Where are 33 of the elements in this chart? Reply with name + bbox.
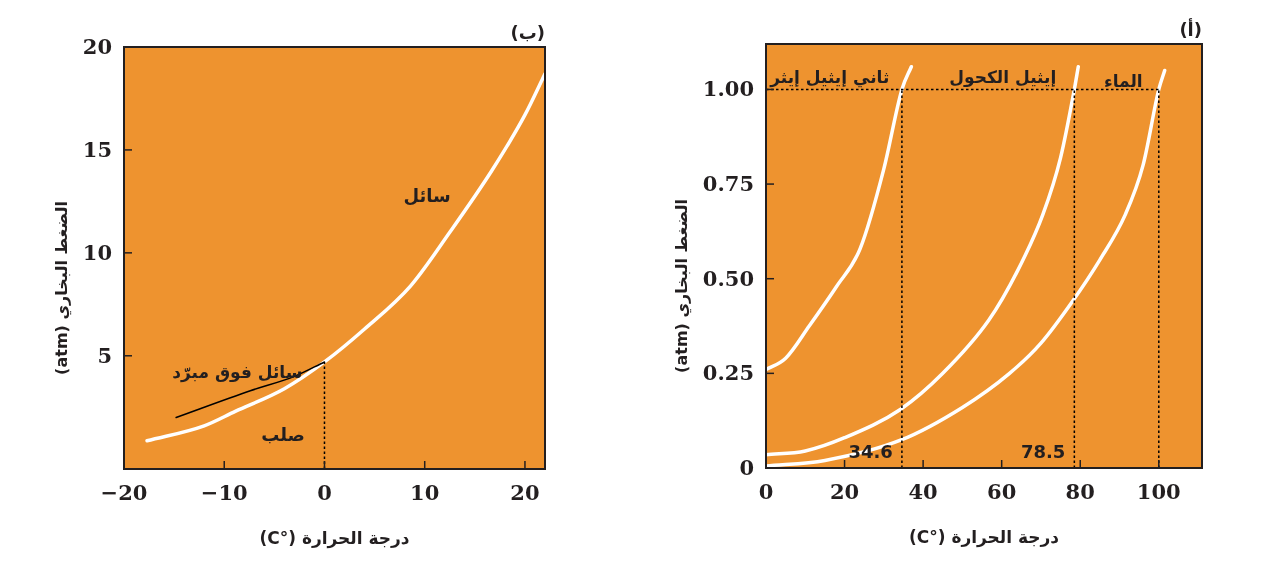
y-axis-title: الضغط البخاري (atm) (51, 201, 72, 375)
x-tick-label: 0 (758, 479, 774, 504)
y-tick-label: 5 (97, 342, 112, 368)
x-tick-label: 20 (829, 479, 860, 504)
series-label: إيثيل الكحول (949, 66, 1057, 88)
annotation: 78.5 (1020, 441, 1066, 462)
x-tick-label: 60 (987, 479, 1017, 504)
x-tick-label: −10 (200, 480, 248, 505)
x-tick-label: 0 (317, 480, 332, 505)
x-tick-label: 10 (410, 480, 440, 505)
y-tick-label: 20 (82, 34, 112, 59)
y-tick-label: 15 (82, 136, 112, 162)
y-tick-label: 1.00 (702, 76, 754, 102)
chart-title: (ب) (510, 22, 545, 43)
chart-title: (أ) (1179, 18, 1202, 40)
x-tick-label: 100 (1136, 479, 1181, 504)
x-tick-label: 20 (510, 480, 540, 505)
series-label: الماء (1104, 70, 1143, 91)
annotation: سائل (403, 184, 451, 206)
y-axis-title: الضغط البخاري (atm) (671, 199, 692, 373)
series-label: سائل فوق مبرّد (172, 361, 303, 383)
x-axis-title: درجة الحرارة (°C) (908, 527, 1060, 548)
x-axis-title: درجة الحرارة (°C) (259, 528, 410, 549)
y-tick-label: 10 (82, 239, 112, 265)
series-label: ثاني إيثيل إيثر (769, 66, 890, 88)
y-tick-label: 0.25 (702, 360, 754, 386)
x-tick-label: 80 (1065, 479, 1095, 504)
annotation: صلب (261, 424, 306, 445)
y-tick-label: 0.50 (702, 265, 754, 291)
y-tick-label: 0 (739, 455, 754, 480)
x-tick-label: 40 (908, 479, 938, 504)
y-tick-label: 0.75 (702, 171, 754, 197)
x-tick-label: −20 (100, 480, 148, 505)
